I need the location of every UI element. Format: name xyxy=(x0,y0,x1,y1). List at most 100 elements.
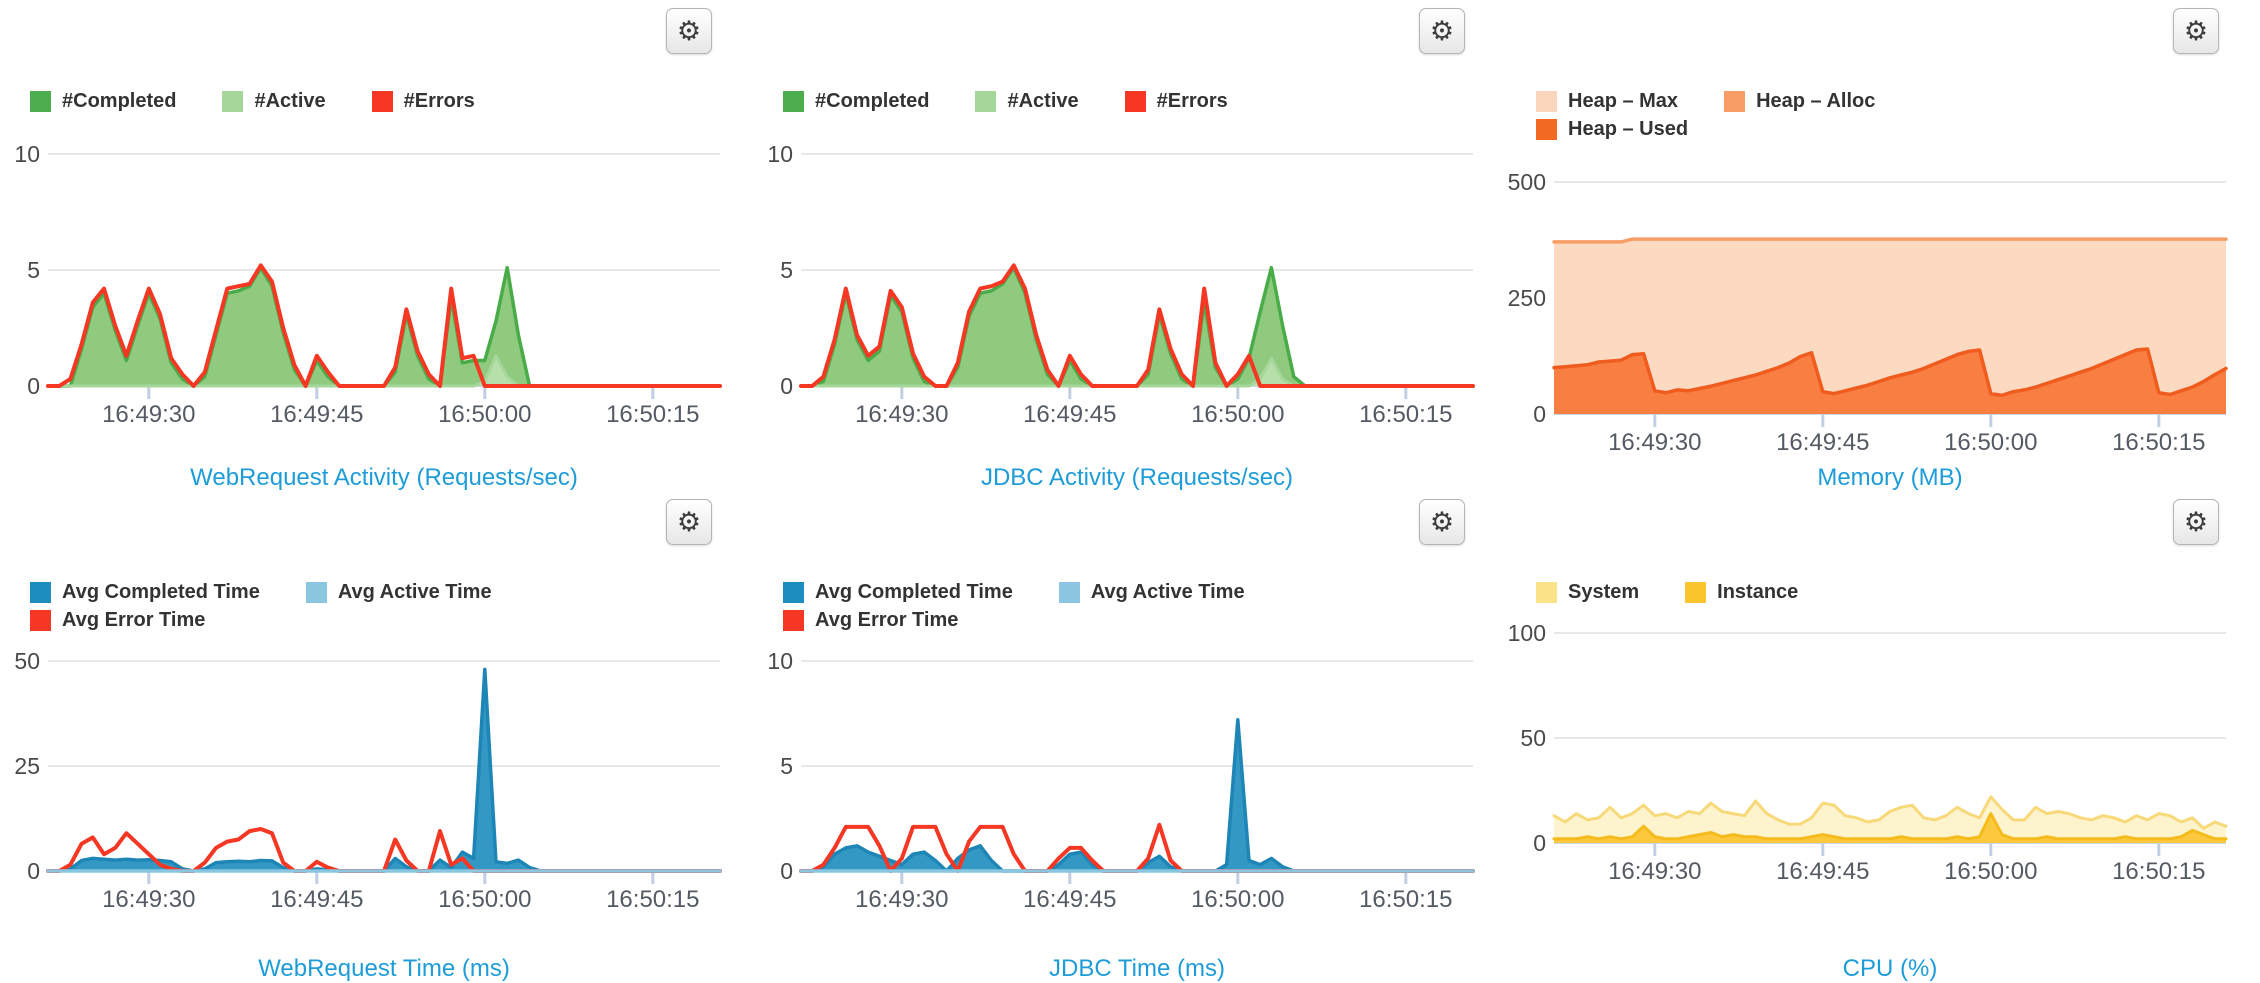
legend-swatch-icon xyxy=(783,609,804,631)
legend-item: Heap – Max xyxy=(1536,88,1678,114)
svg-text:10: 10 xyxy=(767,146,793,167)
chart-settings-button[interactable]: ⚙ xyxy=(1419,8,1465,54)
legend-swatch-icon xyxy=(222,90,244,112)
svg-text:16:49:30: 16:49:30 xyxy=(1608,858,1701,885)
svg-text:50: 50 xyxy=(1520,725,1546,751)
svg-text:16:50:15: 16:50:15 xyxy=(606,401,699,428)
legend-swatch-icon xyxy=(1724,90,1746,112)
chart-settings-button[interactable]: ⚙ xyxy=(1419,499,1465,545)
svg-text:0: 0 xyxy=(1533,830,1546,856)
legend-item: Heap – Alloc xyxy=(1724,88,1875,114)
svg-text:16:50:00: 16:50:00 xyxy=(1944,429,2037,456)
legend-swatch-icon xyxy=(783,581,804,603)
legend-item: Avg Error Time xyxy=(30,607,205,633)
svg-text:16:49:45: 16:49:45 xyxy=(1776,858,1869,885)
chart-settings-button[interactable]: ⚙ xyxy=(666,499,712,545)
svg-text:16:49:30: 16:49:30 xyxy=(855,401,948,428)
svg-text:16:49:30: 16:49:30 xyxy=(855,886,948,913)
legend-swatch-icon xyxy=(975,90,997,112)
svg-text:16:50:00: 16:50:00 xyxy=(438,401,531,428)
legend-label: #Errors xyxy=(1156,89,1228,112)
svg-text:16:49:30: 16:49:30 xyxy=(102,886,195,913)
svg-text:16:49:45: 16:49:45 xyxy=(1023,886,1116,913)
svg-text:10: 10 xyxy=(14,146,40,167)
legend-item: #Completed xyxy=(30,88,176,114)
chart-settings-button[interactable]: ⚙ xyxy=(2173,499,2219,545)
chart-legend: #Completed #Active #Errors xyxy=(783,88,1506,114)
chart-settings-button[interactable]: ⚙ xyxy=(666,8,712,54)
gear-icon: ⚙ xyxy=(2183,506,2209,537)
svg-text:16:50:15: 16:50:15 xyxy=(2112,429,2205,456)
gear-icon: ⚙ xyxy=(2183,15,2209,46)
svg-text:0: 0 xyxy=(780,858,793,884)
chart-area: 16:49:30 16:49:45 16:50:00 16:50:15 50 25 0 xyxy=(0,653,753,915)
svg-text:10: 10 xyxy=(767,653,793,674)
legend-label: Avg Active Time xyxy=(337,580,492,603)
legend-item: #Completed xyxy=(783,88,929,114)
legend-item: Avg Completed Time xyxy=(30,579,260,605)
legend-swatch-icon xyxy=(783,90,804,112)
legend-item: Avg Error Time xyxy=(783,607,958,633)
legend-item: #Errors xyxy=(371,88,475,114)
chart-area: 16:49:30 16:49:45 16:50:00 16:50:15 500 250 0 xyxy=(1506,174,2260,458)
chart-area: 16:49:30 16:49:45 16:50:00 16:50:15 10 5 0 xyxy=(0,146,753,430)
svg-text:250: 250 xyxy=(1508,285,1546,311)
svg-text:16:50:15: 16:50:15 xyxy=(606,886,699,913)
chart-canvas: 16:49:30 16:49:45 16:50:00 16:50:15 10 5 0 xyxy=(767,653,1475,913)
chart-title: Memory (MB) xyxy=(1817,464,1963,491)
legend-swatch-icon xyxy=(1058,581,1080,603)
svg-text:5: 5 xyxy=(780,257,793,283)
chart-area: 16:49:30 16:49:45 16:50:00 16:50:15 100 50 0 xyxy=(1506,625,2260,887)
legend-swatch-icon xyxy=(1124,90,1146,112)
panel-memory: ⚙ Heap – Max Heap – Alloc Heap – Used 16:4… xyxy=(1506,0,2260,491)
svg-text:16:49:30: 16:49:30 xyxy=(1608,429,1701,456)
legend-label: #Completed xyxy=(815,89,930,112)
svg-text:500: 500 xyxy=(1508,174,1546,195)
svg-text:16:49:30: 16:49:30 xyxy=(102,401,195,428)
legend-label: Heap – Used xyxy=(1568,117,1689,140)
panel-webrequest-time: ⚙ Avg Completed Time Avg Active Time Avg E… xyxy=(0,491,753,982)
gear-icon: ⚙ xyxy=(676,506,702,537)
chart-title: WebRequest Time (ms) xyxy=(258,955,510,982)
svg-text:100: 100 xyxy=(1508,625,1546,646)
svg-text:16:49:45: 16:49:45 xyxy=(270,401,363,428)
legend-item: #Active xyxy=(975,88,1079,114)
legend-label: System xyxy=(1568,580,1640,603)
panel-jdbc-activity: ⚙ #Completed #Active #Errors 16:49:30 16:49… xyxy=(753,0,1506,491)
legend-item: Heap – Used xyxy=(1536,116,1688,142)
svg-text:50: 50 xyxy=(14,653,40,674)
chart-settings-button[interactable]: ⚙ xyxy=(2173,8,2219,54)
svg-text:16:50:00: 16:50:00 xyxy=(1191,886,1284,913)
legend-label: Avg Completed Time xyxy=(62,580,260,603)
legend-item: Avg Active Time xyxy=(1058,579,1245,605)
legend-swatch-icon xyxy=(305,581,327,603)
svg-text:0: 0 xyxy=(27,858,40,884)
panel-cpu: ⚙ System Instance 16:49:30 16:49:45 16:50:0… xyxy=(1506,491,2260,982)
legend-label: #Completed xyxy=(62,89,177,112)
panel-jdbc-time: ⚙ Avg Completed Time Avg Active Time Avg E… xyxy=(753,491,1506,982)
svg-text:16:50:00: 16:50:00 xyxy=(438,886,531,913)
svg-text:16:50:00: 16:50:00 xyxy=(1944,858,2037,885)
chart-legend: Avg Completed Time Avg Active Time Avg Err… xyxy=(783,579,1303,633)
chart-title: WebRequest Activity (Requests/sec) xyxy=(190,464,578,491)
chart-title: JDBC Time (ms) xyxy=(1049,955,1225,982)
chart-title: JDBC Activity (Requests/sec) xyxy=(980,464,1294,491)
chart-legend: Heap – Max Heap – Alloc Heap – Used xyxy=(1536,88,2056,142)
legend-item: Avg Active Time xyxy=(305,579,492,605)
legend-swatch-icon xyxy=(1536,581,1557,603)
gear-icon: ⚙ xyxy=(676,15,702,46)
chart-area: 16:49:30 16:49:45 16:50:00 16:50:15 10 5 0 xyxy=(753,146,1506,430)
legend-item: Instance xyxy=(1685,579,1798,605)
svg-text:16:49:45: 16:49:45 xyxy=(1776,429,1869,456)
legend-label: Heap – Alloc xyxy=(1756,89,1876,112)
legend-swatch-icon xyxy=(1536,90,1557,112)
gear-icon: ⚙ xyxy=(1429,15,1455,46)
svg-text:0: 0 xyxy=(27,373,40,399)
chart-canvas: 16:49:30 16:49:45 16:50:00 16:50:15 500 250 0 xyxy=(1508,174,2228,456)
svg-text:16:50:15: 16:50:15 xyxy=(1359,886,1452,913)
chart-canvas: 16:49:30 16:49:45 16:50:00 16:50:15 100 50 0 xyxy=(1508,625,2228,885)
legend-label: #Active xyxy=(1007,89,1079,112)
legend-swatch-icon xyxy=(30,581,51,603)
svg-text:16:50:15: 16:50:15 xyxy=(1359,401,1452,428)
